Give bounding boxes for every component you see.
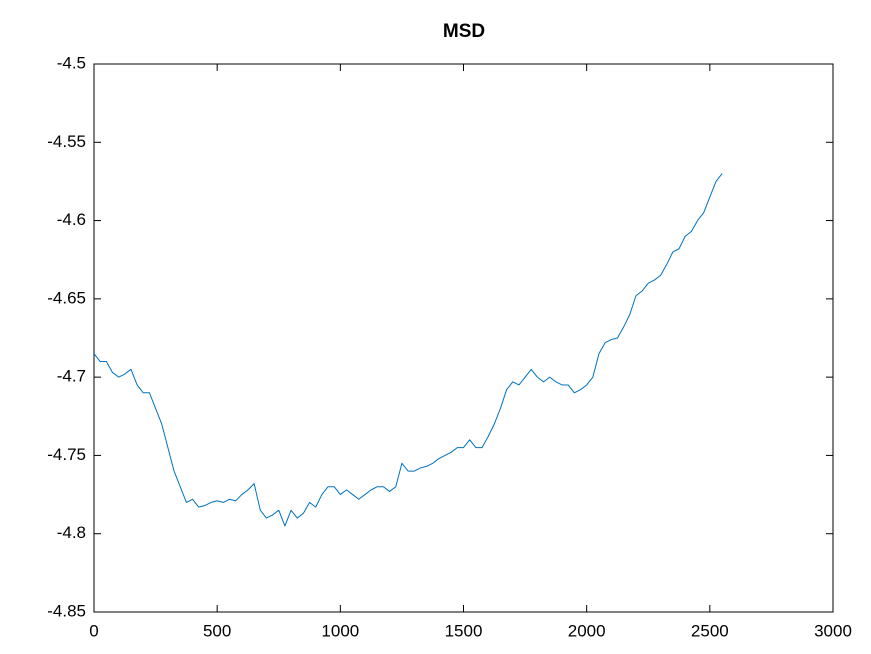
data-line	[93, 173, 723, 527]
y-tick-label: -4.75	[47, 445, 86, 464]
y-tick-label: -4.55	[47, 132, 86, 151]
y-tick-label: -4.8	[57, 523, 86, 542]
x-tick-label: 3000	[814, 621, 852, 640]
x-tick-label: 1000	[321, 621, 359, 640]
y-tick-label: -4.7	[57, 367, 86, 386]
y-tick-label: -4.6	[57, 210, 86, 229]
chart-title: MSD	[443, 21, 485, 42]
x-tick-label: 2000	[568, 621, 606, 640]
x-tick-label: 1500	[445, 621, 483, 640]
x-tick-label: 0	[89, 621, 98, 640]
y-tick-label: -4.65	[47, 288, 86, 307]
y-tick-label: -4.5	[57, 53, 86, 72]
x-tick-label: 500	[203, 621, 231, 640]
y-tick-label: -4.85	[47, 601, 86, 620]
x-tick-label: 2500	[691, 621, 729, 640]
